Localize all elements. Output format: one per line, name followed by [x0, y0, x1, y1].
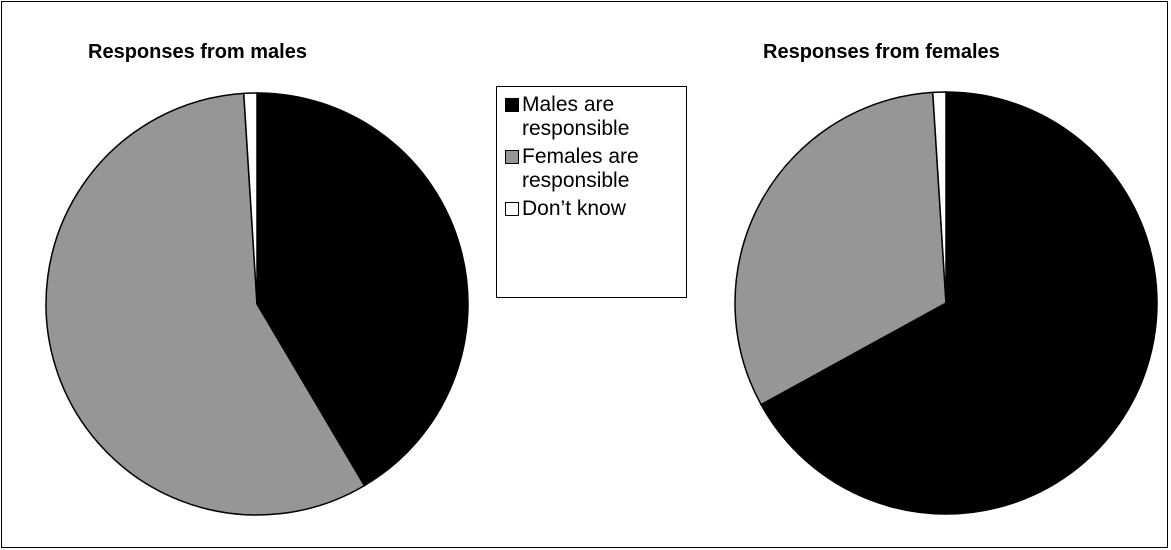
- chart-title-females: Responses from females: [763, 41, 1000, 63]
- pie-slice-males-males-are-responsible: [256, 92, 469, 487]
- legend-label-males: Males are responsible: [522, 93, 630, 140]
- chart-title-males: Responses from males: [88, 41, 307, 63]
- legend-swatch-females: [505, 150, 519, 164]
- legend-label-females: Females are responsible: [522, 145, 639, 192]
- pie-slice-males-females-are-responsible: [45, 92, 366, 516]
- legend-item-dont-know: Don’t know: [505, 197, 686, 221]
- legend-item-males: Males are responsible: [505, 93, 686, 141]
- legend-swatch-dont-know: [505, 202, 519, 216]
- pie-slice-females-males-are-responsible: [760, 91, 1158, 515]
- pie-slice-females-don-t-know: [931, 91, 947, 304]
- legend-label-dont-know: Don’t know: [522, 197, 626, 220]
- legend-item-females: Females are responsible: [505, 145, 686, 193]
- legend-swatch-males: [505, 98, 519, 112]
- legend: Males are responsible Females are respon…: [496, 86, 687, 298]
- pie-slice-females-females-are-responsible: [734, 91, 947, 406]
- pie-slice-males-don-t-know: [242, 92, 258, 305]
